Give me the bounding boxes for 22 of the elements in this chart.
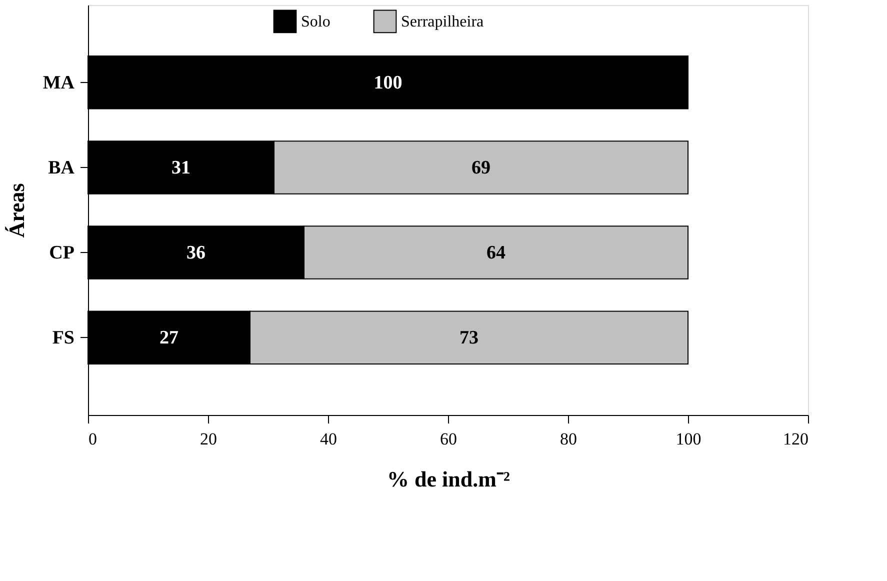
y-axis-title: Áreas	[4, 182, 29, 238]
x-tick-label: 0	[88, 430, 97, 448]
x-tick-label: 40	[320, 430, 337, 448]
data-label: 69	[472, 157, 490, 178]
data-label: 64	[486, 242, 506, 264]
data-label: 36	[186, 242, 206, 264]
data-label: 73	[460, 328, 478, 349]
legend-label: Serrapilheira	[401, 13, 484, 30]
y-tick-label: BA	[48, 157, 75, 178]
data-label: 27	[160, 328, 179, 349]
legend-label: Solo	[301, 13, 330, 30]
data-label: 100	[374, 72, 402, 94]
x-axis-title: % de ind.m⁻²	[386, 466, 510, 492]
y-tick-label: MA	[42, 72, 75, 94]
y-tick-label: CP	[49, 242, 75, 264]
data-label: 31	[172, 157, 190, 178]
x-tick-label: 60	[440, 430, 457, 448]
x-tick-label: 120	[783, 430, 808, 448]
x-tick-label: 100	[676, 430, 702, 448]
x-tick-label: 20	[200, 430, 217, 448]
x-tick-label: 80	[560, 430, 577, 448]
y-tick-label: FS	[52, 328, 74, 349]
